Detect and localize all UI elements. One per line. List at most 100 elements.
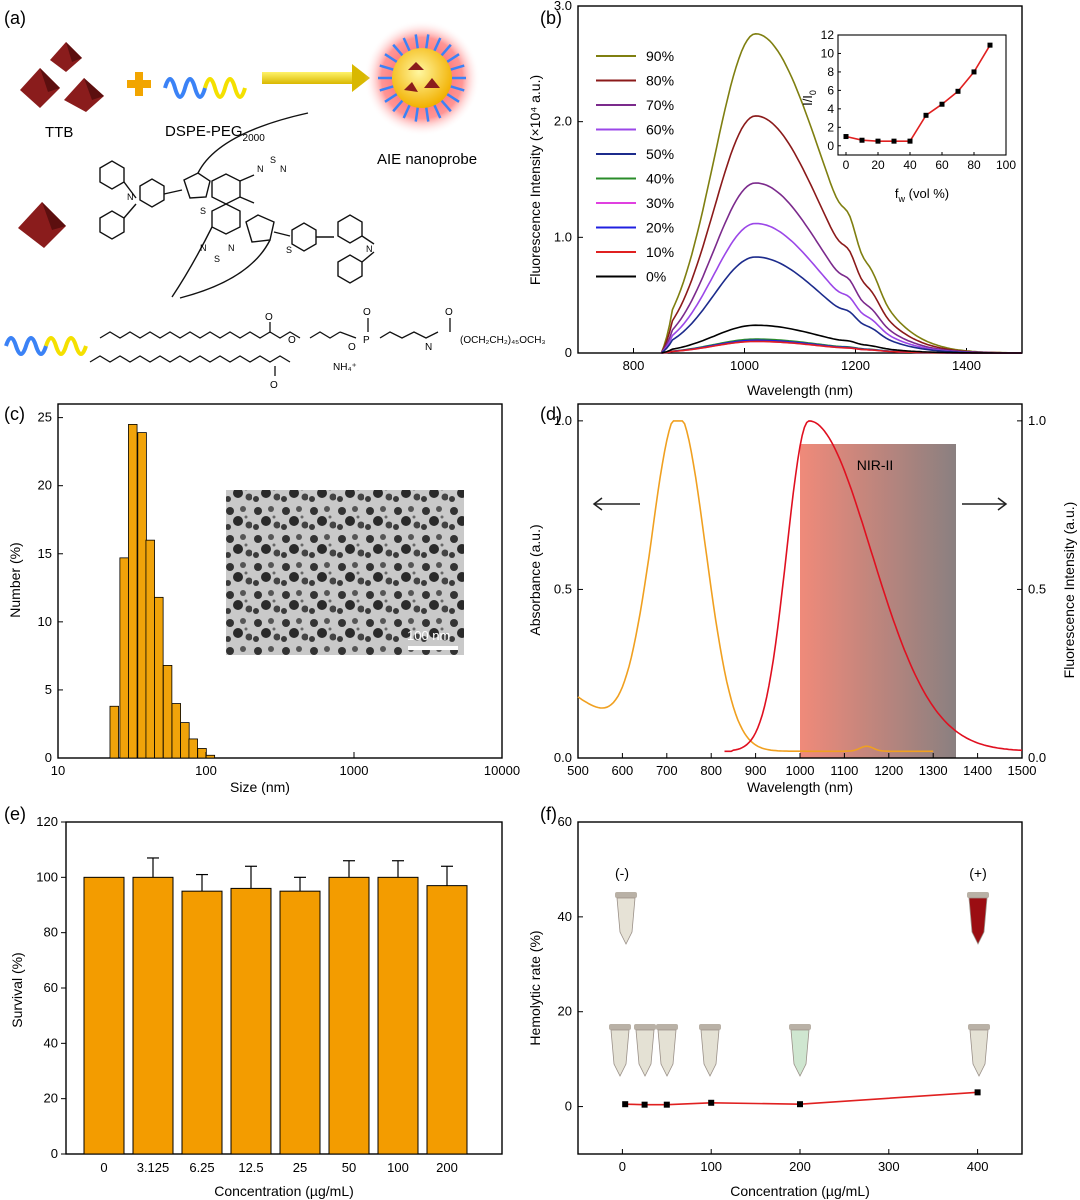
legend-label: 40% [646,171,674,187]
panel-b-inset-frame [837,34,1007,156]
panel-a-tag: (a) [4,8,26,28]
x-tick-label: 200 [789,1159,811,1174]
x-tick-label: 800 [623,358,645,373]
y-tick-label: 1.0 [554,229,572,244]
x-tick-label: 1000 [340,763,369,778]
svg-text:O: O [288,335,296,346]
tube-body [969,1029,989,1077]
tube-body [657,1029,677,1077]
peg-spike [384,93,398,103]
inset-point [875,138,881,144]
peg-spike [425,107,430,122]
panel-c-xlabel: Size (nm) [230,779,290,795]
x-tick-label: 500 [567,763,589,778]
peg-spike [433,37,442,52]
x-tick-label: 900 [745,763,767,778]
panel-d-y2label: Fluorescence Intensity (a.u.) [1061,502,1077,679]
peg-spike [392,99,404,113]
tube-cap [789,1024,811,1030]
panel-b-ylabel: Fluorescence Intensity (×10⁴ a.u.) [527,75,543,285]
panel-b-xlabel: Wavelength (nm) [747,382,853,398]
histogram-bar [109,705,119,759]
survival-bar [230,887,272,1155]
svg-text:S: S [270,155,276,165]
tube-cap [634,1024,656,1030]
scale-bar [408,646,458,650]
y-tick-label: 60 [44,980,58,995]
svg-text:N: N [257,164,264,174]
tube-cap [967,892,989,898]
x-tick-label: 50 [342,1160,356,1175]
svg-text:O: O [445,307,453,318]
inset-x-tick-label: 60 [935,158,949,172]
panel-e: (e) 0 3.125 6.25 12.5 25 50 100 200 0 20 40 60 80 10… [4,804,503,1199]
y-tick-label: 0.0 [554,750,572,765]
tem-image [226,490,464,655]
legend-label: 0% [646,269,666,285]
tube-body [616,897,636,945]
inset-point [843,134,849,140]
peg-spike [379,85,394,92]
peg-spike [402,37,411,52]
tube-cap [656,1024,678,1030]
panel-b-frame [577,5,1023,354]
inset-point [971,69,977,75]
svg-text:N: N [200,243,207,253]
y-tick-label: 0 [565,1099,572,1114]
y2-tick-label: 0.5 [1028,581,1046,596]
dspe-structure [89,318,451,376]
y-tick-label: 20 [44,1091,58,1106]
y-tick-label: 2.0 [554,114,572,129]
histogram-bar [180,722,190,759]
svg-text:O: O [363,307,371,318]
series-line [661,324,1022,354]
panel-f: (f) 0 100 200 300 400 0 20 40 60 (-) (+) Concent… [527,804,1023,1199]
hemolysis-line [625,1091,978,1106]
survival-bar [377,876,419,1155]
panel-f-xlabel: Concentration (µg/mL) [730,1183,870,1199]
inset-y-tick-label: 10 [821,46,835,60]
y-tick-label: 20 [38,478,52,493]
panel-c-frame [57,403,503,759]
peg-formula: (OCH₂CH₂)₄₅OCH₃ [460,335,546,346]
legend-label: 30% [646,195,674,211]
x-tick-label: 1400 [952,358,981,373]
tube-body [790,1029,810,1077]
y-tick-label: 1.0 [554,413,572,428]
inset-y-tick-label: 2 [827,120,834,134]
inset-y-tick-label: 6 [827,83,834,97]
y-tick-label: 0 [45,750,52,765]
histogram-bar [145,539,155,759]
x-tick-label: 100 [387,1160,409,1175]
x-tick-label: 0 [619,1159,626,1174]
inset-x-tick-label: 80 [967,158,981,172]
plus-icon [127,72,151,96]
inset-point [939,101,945,107]
panel-a: (a) TTB DSPE-PEG2000 AIE n [4,8,546,391]
x-tick-label: 3.125 [137,1160,170,1175]
svg-text:O: O [348,342,356,353]
tube-cap [968,1024,990,1030]
svg-text:N: N [366,244,373,254]
svg-text:DSPE-PEG2000: DSPE-PEG2000 [165,123,265,144]
inset-x-tick-label: 20 [871,158,885,172]
inset-point [923,112,929,118]
y-tick-label: 80 [44,925,58,940]
ammonium-label: NH₄⁺ [333,362,357,373]
panel-b-tag: (b) [540,8,562,28]
histogram-bar [171,703,182,759]
svg-text:O: O [265,312,273,323]
inset-line [845,44,991,142]
tube-cap [615,892,637,898]
x-tick-label: 0 [100,1160,107,1175]
dspe-sub: 2000 [243,133,266,144]
peg-spike [446,53,460,63]
panel-b-inset-ylabel: I/I0 [800,90,818,106]
legend-label: 50% [646,146,674,162]
x-tick-label: 12.5 [238,1160,263,1175]
tube-body [610,1029,630,1077]
legend-label: 60% [646,122,674,138]
negative-control-label: (-) [615,865,629,881]
panel-f-ylabel: Hemolytic rate (%) [527,930,543,1045]
